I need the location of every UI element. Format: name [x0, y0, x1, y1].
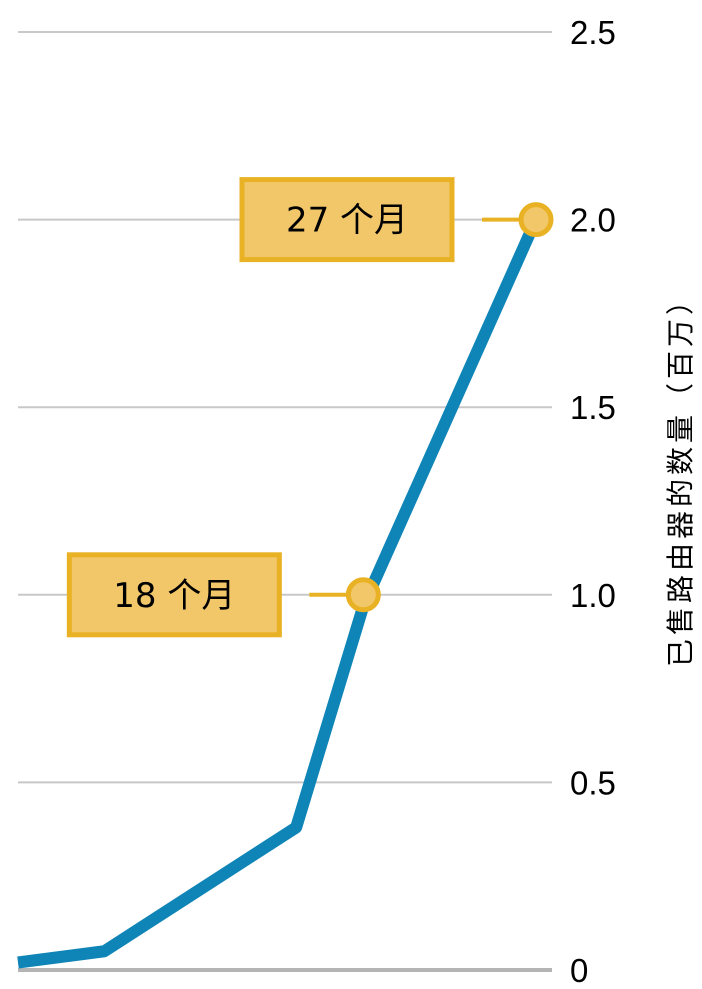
y-axis-label: 已售路由器的数量（百万）	[664, 283, 697, 667]
annotation: 18 个月	[66, 552, 381, 638]
annotation-marker	[345, 577, 381, 613]
series-line	[17, 217, 542, 969]
y-tick-label: 0	[570, 952, 588, 989]
y-tick-label: 2.5	[570, 14, 616, 51]
series-layer	[17, 217, 542, 969]
annotation-label: 27 个月	[286, 201, 408, 241]
annotation-label: 18 个月	[113, 576, 235, 616]
y-tick-label: 1.5	[570, 389, 616, 426]
annotation-box	[239, 177, 455, 263]
y-axis-ticks: 0 0.5 1.0 1.5 2.0 2.5	[570, 14, 616, 989]
annotation-marker	[518, 202, 554, 238]
annotation: 27 个月	[239, 177, 554, 263]
annotations-layer: 18 个月 27 个月	[66, 177, 554, 638]
y-tick-label: 2.0	[570, 202, 616, 239]
annotation-box	[66, 552, 282, 638]
y-tick-label: 0.5	[570, 764, 616, 801]
y-tick-label: 1.0	[570, 577, 616, 614]
